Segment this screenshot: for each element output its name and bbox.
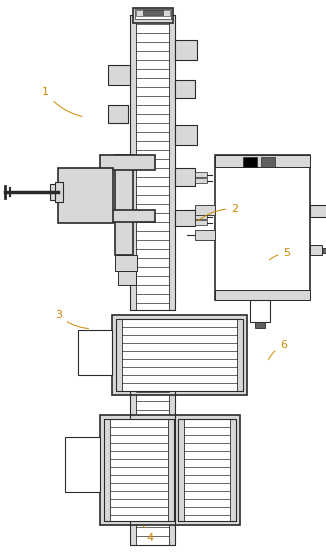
Bar: [110, 419, 168, 521]
Bar: [135, 9, 171, 19]
Bar: [65, 437, 100, 492]
Bar: [175, 210, 195, 226]
Text: 5: 5: [269, 248, 290, 260]
Bar: [169, 320, 175, 545]
Bar: [50, 184, 58, 200]
Bar: [133, 8, 173, 23]
Bar: [230, 419, 236, 521]
Bar: [175, 125, 197, 145]
Bar: [130, 320, 175, 545]
Bar: [310, 205, 326, 217]
Text: 1: 1: [42, 87, 82, 116]
Bar: [100, 155, 155, 170]
Bar: [195, 172, 207, 177]
Bar: [104, 419, 110, 521]
Bar: [55, 182, 63, 202]
Bar: [215, 290, 310, 300]
Bar: [136, 10, 170, 16]
Bar: [255, 322, 265, 328]
Bar: [100, 415, 240, 525]
Bar: [195, 220, 207, 225]
Bar: [58, 168, 113, 223]
Bar: [104, 419, 174, 521]
Bar: [136, 15, 169, 310]
Bar: [143, 10, 163, 15]
Bar: [195, 230, 215, 240]
Bar: [250, 300, 270, 322]
Bar: [108, 65, 130, 85]
Bar: [215, 155, 310, 300]
Bar: [130, 15, 136, 310]
Bar: [310, 245, 322, 255]
Text: 6: 6: [269, 340, 287, 359]
Bar: [118, 271, 136, 285]
Bar: [116, 319, 243, 391]
Bar: [78, 330, 112, 375]
Bar: [130, 15, 175, 310]
Bar: [175, 168, 195, 186]
Bar: [195, 178, 207, 183]
Bar: [184, 419, 230, 521]
Bar: [108, 105, 128, 123]
Bar: [243, 157, 257, 167]
Bar: [122, 319, 237, 391]
Bar: [115, 255, 137, 271]
Bar: [322, 248, 326, 253]
Bar: [115, 155, 133, 255]
Text: 4: 4: [143, 526, 154, 543]
Bar: [130, 320, 136, 545]
Bar: [169, 15, 175, 310]
Bar: [237, 319, 243, 391]
Bar: [178, 419, 184, 521]
Bar: [261, 157, 275, 167]
Bar: [175, 80, 195, 98]
Bar: [100, 210, 155, 222]
Bar: [195, 205, 215, 215]
Bar: [168, 419, 174, 521]
Text: 2: 2: [198, 204, 238, 221]
Bar: [116, 319, 122, 391]
Bar: [112, 315, 247, 395]
Text: 3: 3: [55, 310, 88, 329]
Bar: [215, 155, 310, 167]
Bar: [175, 40, 197, 60]
Bar: [136, 320, 169, 545]
Bar: [178, 419, 236, 521]
Bar: [195, 214, 207, 219]
